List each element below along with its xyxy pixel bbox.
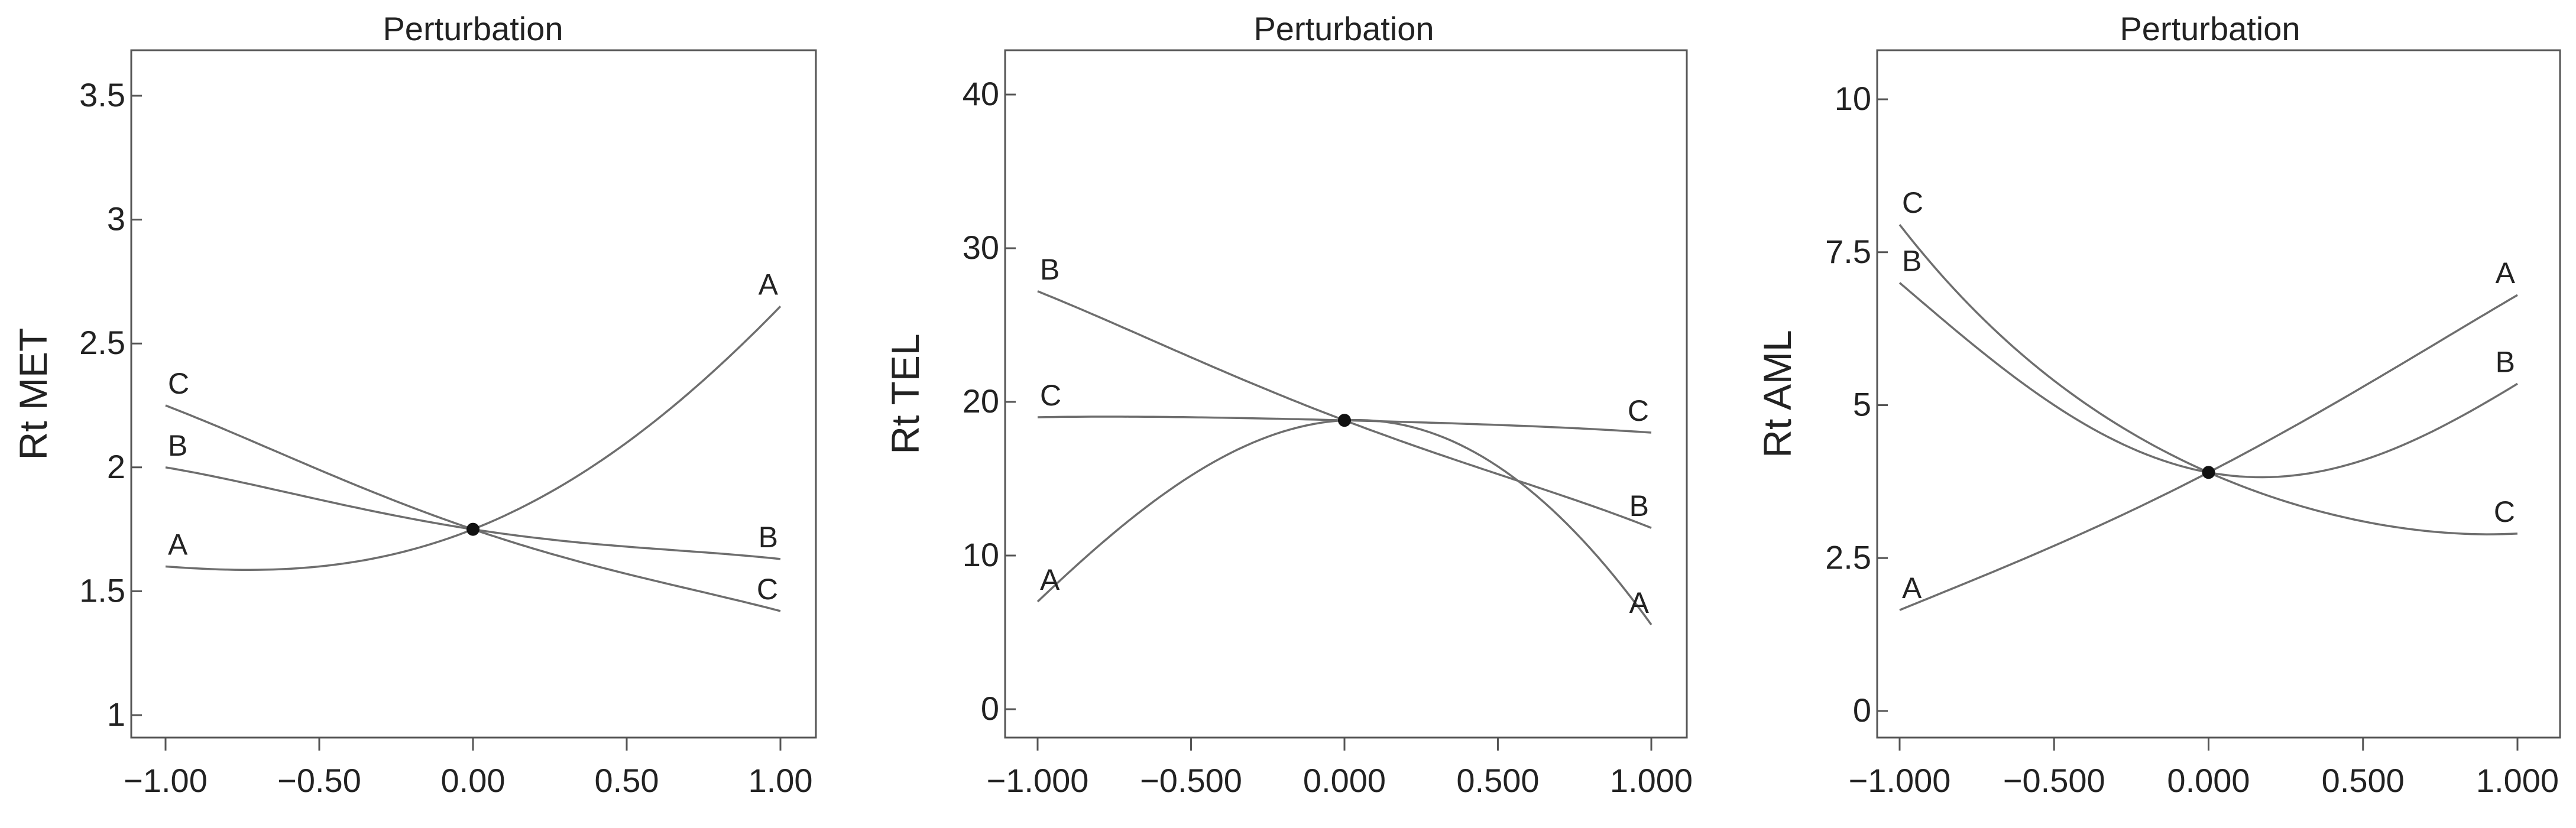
y-tick-label: 0 (1853, 691, 1871, 729)
x-tick-label: 0.500 (2322, 762, 2405, 799)
series-label-left-B: B (168, 429, 187, 462)
series-label-right-B: B (2496, 345, 2515, 378)
y-tick-label: 0 (981, 690, 999, 727)
x-tick-label: −0.50 (277, 762, 361, 799)
y-tick-label: 1 (107, 696, 125, 733)
series-label-right-C: C (2494, 495, 2515, 528)
x-tick-label: 1.000 (1610, 762, 1693, 799)
series-line-A (1036, 418, 1652, 626)
series-label-left-A: A (168, 528, 188, 561)
y-tick-label: 10 (963, 536, 999, 573)
series-line-B (165, 466, 781, 560)
series-line-B (1898, 282, 2518, 479)
y-axis-label: Rt TEL (883, 333, 927, 454)
y-tick-label: 2 (107, 448, 125, 485)
y-axis-label: Rt MET (11, 328, 55, 460)
y-tick-label: 30 (963, 229, 999, 266)
series-label-left-B: B (1902, 245, 1922, 278)
y-tick-label: 2.5 (79, 324, 125, 361)
y-tick-label: 3.5 (79, 76, 125, 113)
y-tick-label: 2.5 (1825, 538, 1871, 576)
series-label-left-B: B (1040, 253, 1059, 286)
x-tick-label: −1.000 (987, 762, 1089, 799)
y-tick-label: 3 (107, 200, 125, 238)
series-label-right-B: B (759, 521, 778, 554)
x-tick-label: 0.00 (441, 762, 506, 799)
chart-panel-3: Perturbation Rt AML 0 2.5 5 7.5 10 −1.000 −0.500… (1755, 10, 2561, 799)
series-label-right-A: A (2496, 256, 2516, 290)
x-tick-label: 0.500 (1456, 762, 1539, 799)
series-label-right-A: A (1629, 586, 1650, 619)
y-tick-label: 5 (1853, 386, 1871, 423)
center-point (2202, 466, 2215, 479)
series-label-left-A: A (1902, 572, 1922, 605)
y-tick-label: 7.5 (1825, 233, 1871, 270)
series-label-left-A: A (1040, 563, 1060, 596)
y-tick-label: 1.5 (79, 572, 125, 609)
y-tick-label: 20 (963, 382, 999, 420)
x-tick-label: 1.00 (749, 762, 813, 799)
series-label-left-C: C (168, 367, 189, 400)
x-tick-label: 0.000 (1303, 762, 1386, 799)
series-label-right-A: A (759, 268, 779, 301)
x-tick-label: 0.000 (2167, 762, 2250, 799)
chart-panel-2: Perturbation Rt TEL 0 10 20 30 40 −1.000 −0.500 0… (883, 10, 1693, 799)
plot-frame (1876, 49, 2561, 739)
center-point (466, 522, 479, 536)
x-tick-label: −0.500 (1140, 762, 1242, 799)
y-tick-label: 40 (963, 75, 999, 112)
center-point (1338, 414, 1351, 427)
series-line-A (1899, 294, 2518, 611)
series-line-C (165, 404, 781, 612)
y-axis-label: Rt AML (1755, 330, 1799, 457)
series-label-left-C: C (1040, 379, 1061, 412)
plot-frame (130, 49, 817, 739)
x-tick-label: 1.000 (2476, 762, 2559, 799)
x-tick-label: −0.500 (2003, 762, 2105, 799)
plot-frame (1004, 49, 1688, 739)
series-label-right-C: C (1628, 394, 1649, 427)
series-line-B (1037, 290, 1652, 529)
x-tick-label: 0.50 (595, 762, 659, 799)
chart-title: Perturbation (1253, 10, 1434, 47)
y-tick-label: 10 (1835, 80, 1871, 117)
series-label-right-B: B (1629, 489, 1649, 522)
series-label-left-C: C (1902, 186, 1923, 219)
chart-panel-1: Perturbation Rt MET 1 1.5 2 2.5 3 3.5 −1.00 −0.50… (11, 10, 817, 799)
chart-title: Perturbation (2120, 10, 2300, 47)
chart-title: Perturbation (383, 10, 563, 47)
x-tick-label: −1.000 (1849, 762, 1951, 799)
series-line-C (1898, 224, 2518, 535)
series-label-right-C: C (757, 573, 778, 606)
x-tick-label: −1.00 (124, 762, 208, 799)
